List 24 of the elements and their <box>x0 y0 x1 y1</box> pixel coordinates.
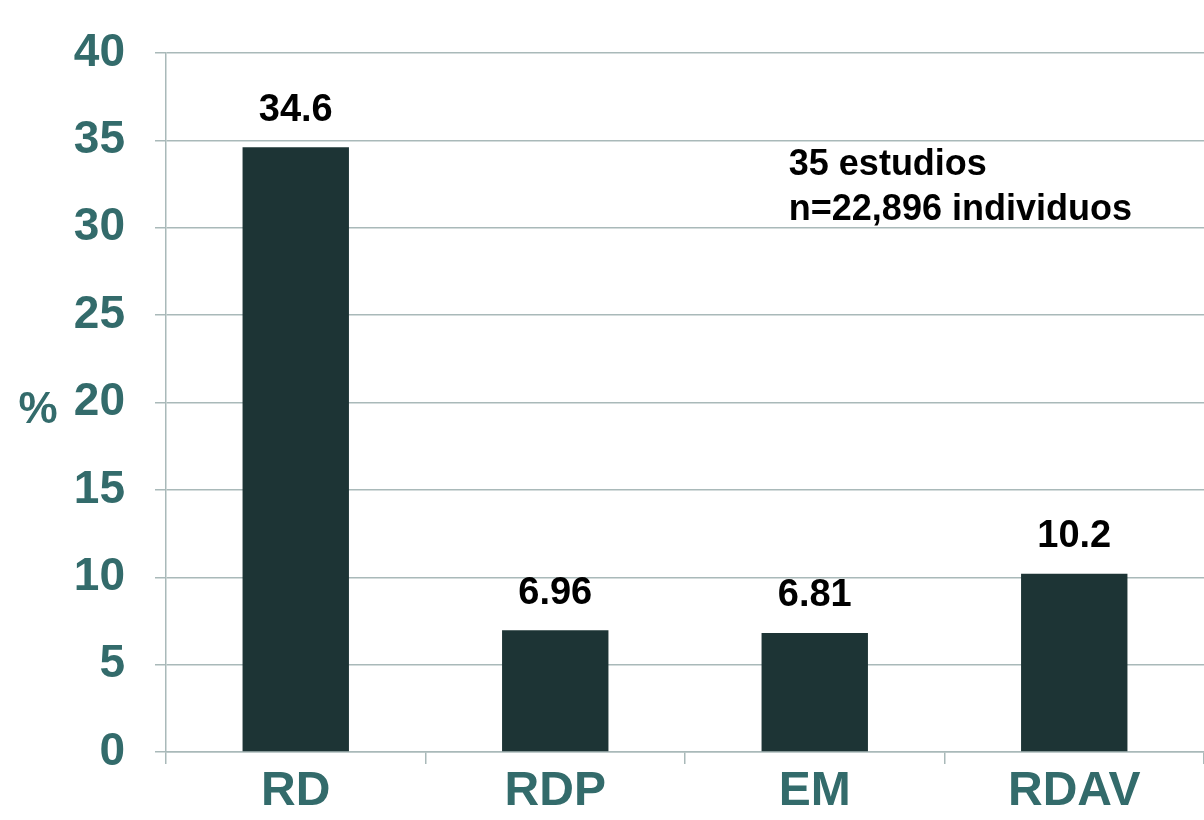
x-tick-label: RDP <box>504 762 606 816</box>
y-tick-label: 10 <box>73 547 125 600</box>
annotation: 35 estudios <box>788 141 987 183</box>
data-label: 6.96 <box>518 569 593 612</box>
y-axis-title: % <box>18 382 58 432</box>
data-label: 6.81 <box>777 572 852 615</box>
y-tick-label: 5 <box>99 635 125 688</box>
bar <box>761 633 868 752</box>
y-tick-label: 35 <box>73 111 125 164</box>
bar <box>1021 573 1128 752</box>
bar <box>502 630 609 752</box>
data-label: 10.2 <box>1037 513 1112 556</box>
x-tick-label: EM <box>778 762 851 816</box>
data-label: 34.6 <box>258 86 333 129</box>
y-tick-label: 20 <box>73 373 125 426</box>
annotation: n=22,896 individuos <box>788 186 1132 228</box>
x-tick-label: RDAV <box>1008 762 1141 816</box>
y-tick-label: 25 <box>73 285 125 338</box>
y-tick-label: 40 <box>73 23 125 76</box>
bar <box>242 147 349 752</box>
y-tick-label: 0 <box>99 722 125 775</box>
x-tick-label: RD <box>261 762 331 816</box>
y-tick-label: 15 <box>73 460 125 513</box>
y-tick-label: 30 <box>73 198 125 251</box>
